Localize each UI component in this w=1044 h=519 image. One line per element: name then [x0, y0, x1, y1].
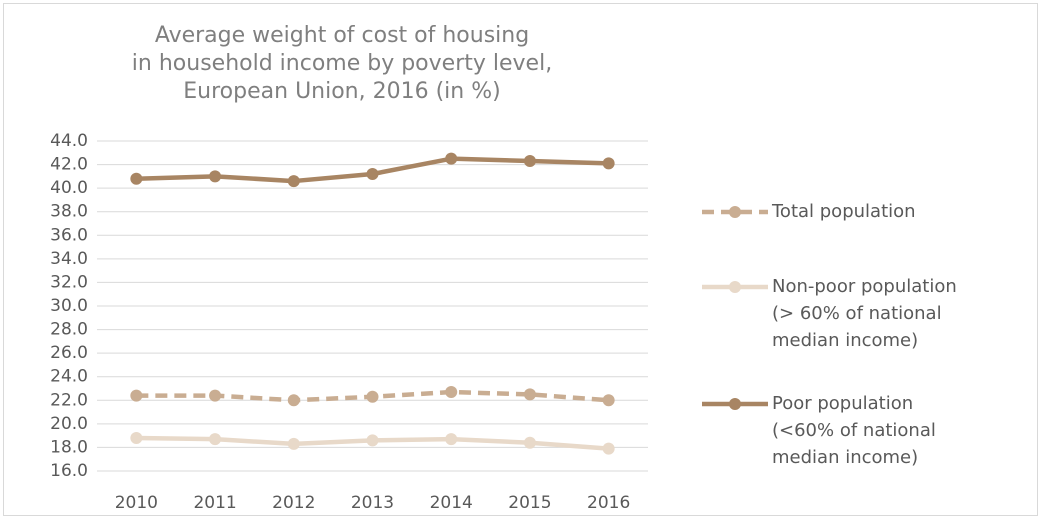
x-tick-label: 2011	[193, 493, 236, 513]
legend-entry: Non-poor population (> 60% of national m…	[700, 273, 957, 354]
point	[209, 389, 222, 402]
x-tick-label: 2012	[272, 493, 315, 513]
legend-label: Non-poor population (> 60% of national m…	[772, 276, 957, 351]
point	[445, 152, 458, 165]
y-tick-label: 26.0	[50, 343, 88, 363]
y-tick-label: 32.0	[50, 272, 88, 292]
point	[366, 168, 379, 180]
legend-label: Total population	[772, 201, 916, 222]
point	[445, 386, 458, 399]
y-tick-label: 42.0	[50, 155, 88, 175]
x-tick-label: 2016	[587, 493, 630, 513]
legend-marker	[729, 398, 741, 410]
point	[523, 155, 536, 168]
point	[366, 434, 379, 447]
legend-swatch	[702, 206, 768, 218]
y-tick-label: 20.0	[50, 414, 88, 434]
x-tick-label: 2014	[430, 493, 473, 513]
point	[130, 389, 143, 402]
point	[130, 172, 143, 185]
point	[445, 433, 458, 446]
x-tick-label: 2013	[351, 493, 394, 513]
y-tick-label: 24.0	[50, 367, 88, 387]
y-tick-label: 30.0	[50, 296, 88, 316]
legend-swatch	[702, 281, 768, 293]
y-tick-label: 18.0	[50, 437, 88, 457]
y-tick-label: 28.0	[50, 320, 88, 340]
legend-marker	[729, 281, 741, 293]
point	[130, 432, 143, 444]
chart-title: Average weight of cost of housing in hou…	[131, 23, 553, 104]
x-tick-label: 2010	[115, 493, 158, 513]
point	[366, 390, 379, 403]
y-tick-label: 44.0	[50, 131, 88, 151]
y-tick-label: 40.0	[50, 178, 88, 198]
frame	[3, 3, 1038, 516]
legend-marker	[729, 206, 741, 218]
y-tick-label: 38.0	[50, 202, 88, 222]
legend-entry: Poor population (<60% of national median…	[700, 390, 936, 471]
y-tick-label: 16.0	[50, 461, 88, 481]
y-tick-label: 34.0	[50, 249, 88, 269]
point	[287, 394, 300, 407]
point	[209, 433, 222, 446]
legend-label: Poor population (<60% of national median…	[772, 393, 936, 468]
point	[523, 436, 536, 449]
x-tick-label: 2015	[508, 493, 551, 513]
point	[209, 170, 222, 183]
point	[602, 442, 615, 455]
y-tick-label: 36.0	[50, 225, 88, 245]
point	[287, 437, 300, 450]
point	[523, 388, 536, 401]
y-tick-label: 22.0	[50, 390, 88, 410]
legend-entry: Total population	[700, 198, 916, 225]
legend-swatch	[702, 398, 768, 410]
point	[287, 175, 300, 188]
point	[602, 157, 615, 170]
point	[602, 394, 615, 407]
